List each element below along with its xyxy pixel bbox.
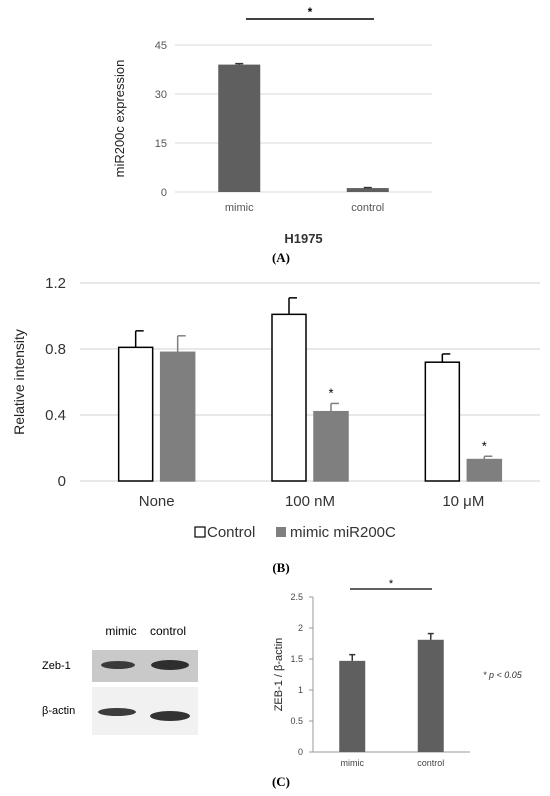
b-ytick-label-1: 0.4	[45, 407, 66, 424]
chart-c: 0 0.5 1 1.5 2 2.5 mimic control ZEB-1 / β-actin *…	[273, 578, 523, 768]
a-ytick-label-0: 0	[161, 187, 167, 199]
b-legend-label-control: Control	[207, 524, 255, 541]
b-xtick-label-1: 100 nM	[285, 493, 335, 510]
a-significance-star: *	[308, 5, 313, 19]
a-x-axis-label: H1975	[284, 231, 322, 246]
c-ytick-label-5: 2.5	[290, 592, 303, 602]
c-ytick-label-2: 1	[298, 685, 303, 695]
b-ytick-label-2: 0.8	[45, 341, 66, 358]
c-ytick-label-0: 0	[298, 747, 303, 757]
c-ytick-label-4: 2	[298, 623, 303, 633]
a-xtick-label-0: mimic	[225, 202, 254, 214]
chart-b: 0 0.4 0.8 1.2 None * 100 nM * 10 μM Relative inte…	[11, 275, 540, 541]
panel-c-label: (C)	[272, 774, 290, 789]
chart-a: 0 15 30 45 mimic control H1975 miR200c expressi…	[112, 5, 432, 246]
c-y-axis-label: ZEB-1 / β-actin	[273, 638, 285, 712]
b-bar-1-0	[159, 351, 196, 482]
blot-band-actin-mimic	[98, 708, 136, 716]
b-legend-label-mimic: mimic miR200C	[290, 524, 396, 541]
b-legend-swatch-control	[194, 526, 206, 538]
b-xtick-label-2: 10 μM	[442, 493, 484, 510]
a-bar-mimic	[218, 64, 261, 192]
blot-lane-label-control: control	[150, 624, 186, 638]
b-y-axis-label: Relative intensity	[11, 329, 27, 435]
a-ytick-label-2: 30	[155, 89, 167, 101]
blot-band-actin-control	[150, 711, 190, 721]
c-bar-mimic	[339, 660, 366, 752]
c-xtick-label-1: control	[417, 758, 444, 768]
b-legend-swatch-mimic	[276, 527, 286, 537]
c-xtick-label-0: mimic	[341, 758, 365, 768]
panel-a-label: (A)	[272, 250, 290, 265]
b-ytick-label-0: 0	[58, 473, 66, 490]
western-blot: mimic control Zeb-1 β-actin	[42, 624, 198, 735]
b-star-1-1: *	[328, 385, 333, 400]
b-bar-0-1	[271, 313, 307, 482]
a-ytick-label-1: 15	[155, 138, 167, 150]
c-ytick-label-1: 0.5	[290, 716, 303, 726]
b-xtick-label-0: None	[139, 493, 175, 510]
b-bar-1-2	[466, 458, 503, 482]
c-ytick-label-3: 1.5	[290, 654, 303, 664]
c-pvalue-note: * p < 0.05	[483, 670, 523, 680]
blot-row-label-actin: β-actin	[42, 705, 75, 717]
b-bar-1-1	[313, 410, 349, 482]
c-significance-star: *	[389, 578, 394, 590]
b-bar-0-2	[424, 361, 461, 482]
blot-band-zeb1-mimic	[101, 661, 135, 669]
b-bar-0-0	[117, 346, 154, 482]
a-y-axis-label: miR200c expression	[112, 60, 127, 178]
b-star-1-2: *	[482, 438, 487, 453]
a-xtick-label-1: control	[351, 202, 384, 214]
c-bar-control	[417, 639, 444, 752]
a-ytick-label-3: 45	[155, 40, 167, 52]
blot-lane-label-mimic: mimic	[105, 624, 136, 638]
blot-row-label-zeb1: Zeb-1	[42, 660, 71, 672]
a-bar-control	[346, 188, 389, 192]
panel-b-label: (B)	[272, 560, 289, 575]
b-ytick-label-3: 1.2	[45, 275, 66, 292]
blot-band-zeb1-control	[151, 660, 189, 670]
